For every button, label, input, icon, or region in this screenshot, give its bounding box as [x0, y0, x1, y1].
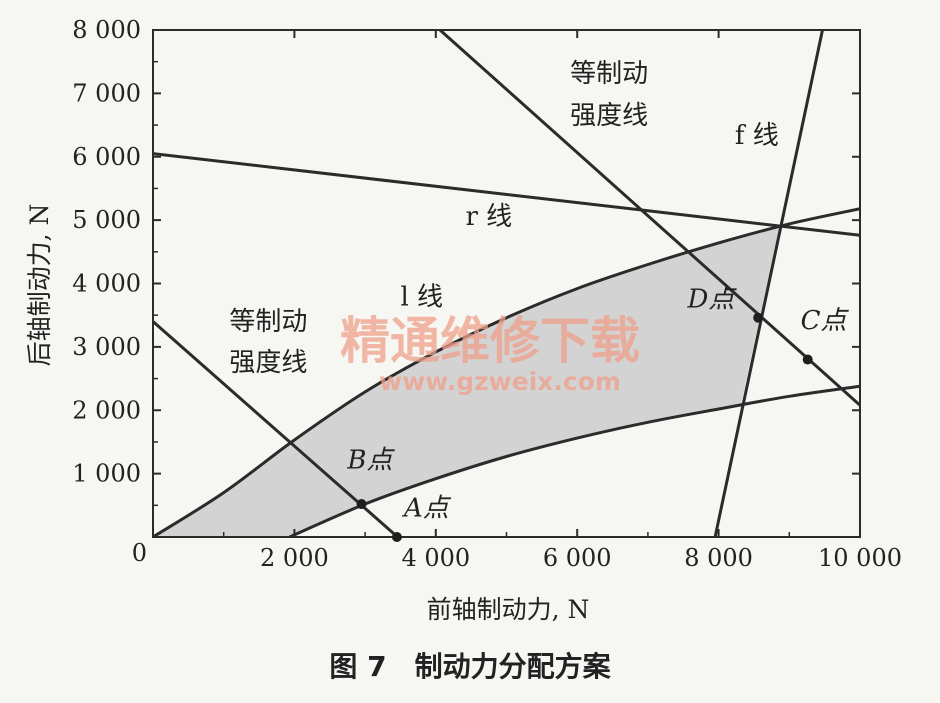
x-tick-label: 4 000 [401, 544, 470, 572]
line-annotation: f 线 [735, 121, 779, 151]
watermark: 精通维修下载 www.gzweix.com [340, 312, 640, 396]
y-tick-label: 3 000 [72, 333, 141, 361]
point-label: A点 [402, 494, 452, 524]
y-tick-label: 8 000 [72, 16, 141, 44]
series-line-0 [153, 207, 860, 537]
watermark-url: www.gzweix.com [379, 367, 621, 396]
point-label: B点 [346, 446, 395, 476]
data-point [753, 312, 764, 323]
y-axis-title: 后轴制动力, N [25, 204, 54, 367]
x-tick-label: 0 [132, 539, 147, 567]
x-tick-label: 6 000 [543, 544, 612, 572]
y-tick-label: 6 000 [72, 143, 141, 171]
line-annotation: 等制动 [570, 59, 648, 89]
watermark-text: 精通维修下载 [340, 312, 640, 370]
line-annotation: 强度线 [570, 101, 648, 131]
data-point [356, 499, 367, 510]
point-label: D点 [686, 285, 737, 315]
series-line-2 [713, 30, 824, 537]
series-line-1 [153, 152, 860, 237]
x-tick-label: 8 000 [684, 544, 753, 572]
x-tick-label: 2 000 [260, 544, 329, 572]
figure-caption: 图 7 制动力分配方案 [329, 650, 611, 683]
series-line-5 [153, 320, 399, 537]
line-annotation: l 线 [400, 283, 443, 313]
y-tick-label: 4 000 [72, 270, 141, 298]
line-annotation: 等制动 [229, 307, 307, 337]
line-annotation: r 线 [465, 202, 512, 232]
data-point [802, 354, 813, 365]
axis-ticks: 0 2 000 4 000 6 000 8 000 10 000 1 000 2 000 3 0… [72, 16, 902, 572]
y-tick-label: 1 000 [72, 460, 141, 488]
x-tick-label: 10 000 [818, 544, 902, 572]
y-tick-label: 7 000 [72, 79, 141, 107]
series-line-3 [288, 384, 860, 537]
line-annotation: 强度线 [229, 348, 307, 378]
x-axis-title: 前轴制动力, N [427, 595, 590, 624]
point-label: C点 [801, 306, 850, 336]
series-line-4 [439, 30, 860, 407]
y-tick-label: 2 000 [72, 396, 141, 424]
y-tick-label: 5 000 [72, 206, 141, 234]
plot-area [153, 30, 860, 537]
data-point [391, 532, 402, 542]
